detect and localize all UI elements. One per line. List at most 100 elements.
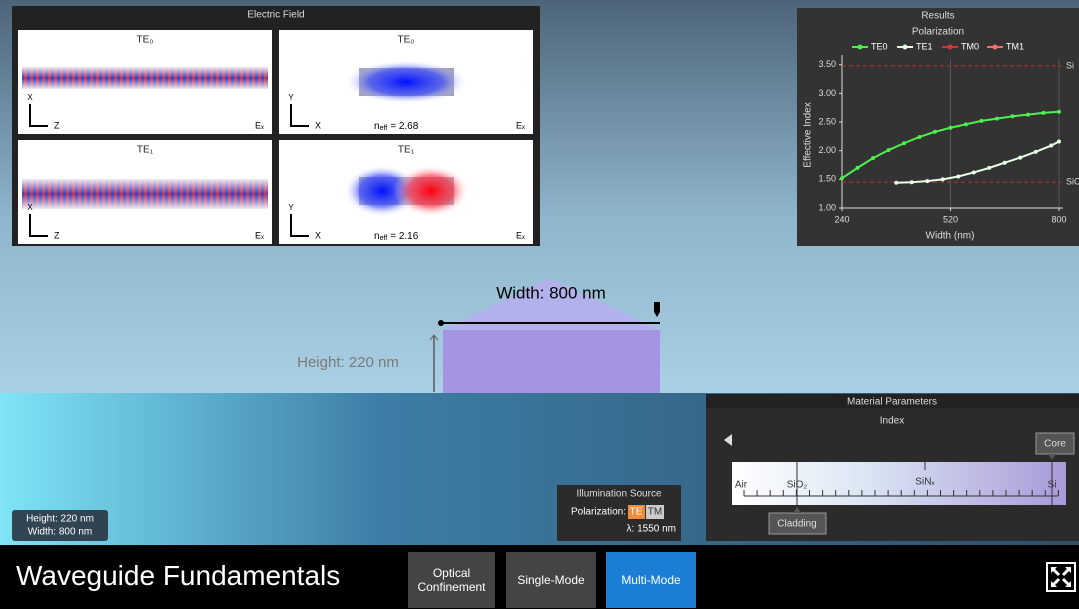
data-point xyxy=(995,116,999,121)
x-tick-label: 800 xyxy=(1051,214,1066,224)
nav-button[interactable]: Single-Mode xyxy=(506,552,596,608)
info-width: Width: 800 nm xyxy=(28,527,92,538)
data-point xyxy=(909,180,914,185)
mode-label: TE₁ xyxy=(398,145,415,156)
y-axis-label: Effective Index xyxy=(803,102,814,167)
axis-icon xyxy=(29,214,48,237)
neff-subscript: eff xyxy=(380,125,388,132)
data-point xyxy=(886,148,891,153)
field-fade xyxy=(22,67,268,89)
data-point xyxy=(979,118,984,123)
cladding-label[interactable]: Cladding xyxy=(777,519,816,530)
panel-title: Electric Field xyxy=(247,10,304,21)
data-point xyxy=(871,156,875,161)
legend-label[interactable]: TM1 xyxy=(1006,41,1024,51)
illumination-panel: Illumination Source Polarization: TE TM … xyxy=(557,485,681,541)
neff-label: neff = 2.68 xyxy=(374,121,419,132)
series-line xyxy=(896,140,1060,184)
light-cone xyxy=(443,278,660,330)
component-label: Eₓ xyxy=(516,120,525,130)
title-bar xyxy=(706,394,1079,408)
legend-dot xyxy=(857,44,863,50)
component-label: Eₓ xyxy=(255,120,264,130)
width-handle[interactable] xyxy=(654,302,660,317)
data-point xyxy=(1057,139,1061,144)
scale-label: SiO₂ xyxy=(787,480,808,491)
nav-button[interactable]: Optical Confinement xyxy=(408,552,495,608)
data-point xyxy=(1033,149,1038,154)
legend-label[interactable]: TE0 xyxy=(871,41,888,51)
data-point xyxy=(902,141,906,146)
panel-subtitle: Index xyxy=(880,416,904,427)
data-point xyxy=(1049,143,1054,148)
height-arrow-head xyxy=(429,334,439,341)
polarization-label: Polarization: xyxy=(571,507,626,518)
y-tick-label: 1.50 xyxy=(818,174,836,184)
y-tick-label: 1.00 xyxy=(818,202,836,212)
waveguide xyxy=(443,330,660,393)
axis-label: X xyxy=(27,93,33,102)
data-point xyxy=(1026,112,1030,117)
data-point xyxy=(1010,114,1015,119)
axis-icon xyxy=(29,104,48,127)
x-axis-label: Width (nm) xyxy=(926,231,975,242)
data-point xyxy=(1041,110,1046,115)
scroll-left[interactable] xyxy=(724,434,732,446)
neff-symbol: n xyxy=(374,121,380,132)
axis-label: Z xyxy=(54,230,60,240)
legend-dot xyxy=(992,44,998,50)
nav-button-active[interactable]: Multi-Mode xyxy=(606,552,696,608)
material-panel: Material Parameters Index Air SiO₂ SiNₓ … xyxy=(706,394,1079,541)
data-point xyxy=(948,125,953,130)
data-point xyxy=(1002,160,1007,165)
index-scale xyxy=(732,462,1066,505)
y-tick-label: 2.50 xyxy=(818,116,836,126)
x-tick-label: 520 xyxy=(943,214,958,224)
data-point xyxy=(956,174,961,179)
data-point xyxy=(917,134,922,139)
scale-label: Air xyxy=(735,480,748,491)
y-tick-label: 3.00 xyxy=(818,88,836,98)
x-tick-label: 240 xyxy=(834,214,849,224)
reference-label: Si xyxy=(1066,60,1074,70)
te-button[interactable]: TE xyxy=(630,507,643,518)
component-label: Eₓ xyxy=(255,230,264,240)
component-label: Eₓ xyxy=(516,230,525,240)
neff-value: = 2.16 xyxy=(390,231,419,242)
field-lobe xyxy=(344,60,468,104)
data-point xyxy=(1057,109,1061,114)
info-box: Height: 220 nm Width: 800 nm xyxy=(12,510,108,541)
fullscreen-icon[interactable] xyxy=(1046,562,1076,592)
legend-label[interactable]: TM0 xyxy=(961,41,979,51)
panel-title: Illumination Source xyxy=(576,489,661,500)
panel-title: Material Parameters xyxy=(847,397,937,408)
legend-label[interactable]: TE1 xyxy=(916,41,933,51)
scale-label: SiNₓ xyxy=(915,477,935,488)
width-handle[interactable] xyxy=(438,320,444,326)
height-label: Height: 220 nm xyxy=(297,354,399,371)
mode-label: TE₀ xyxy=(137,35,154,46)
core-label[interactable]: Core xyxy=(1044,439,1066,450)
wavelength: λ: 1550 nm xyxy=(627,524,676,535)
neff-subscript: eff xyxy=(380,235,388,242)
results-panel: Results Polarization Width (nm) Effectiv… xyxy=(797,8,1079,246)
te-button-bg[interactable] xyxy=(628,505,645,519)
data-point xyxy=(925,179,930,184)
app-title: Waveguide Fundamentals xyxy=(16,560,341,591)
legend-dot xyxy=(902,44,908,50)
panel-title: Results xyxy=(921,11,954,22)
reference-label: SiO xyxy=(1066,177,1079,187)
chart-subtitle: Polarization xyxy=(912,27,964,38)
axis-icon xyxy=(290,104,309,127)
axis-icon xyxy=(290,214,309,237)
info-bg xyxy=(12,510,108,541)
axis-label: Z xyxy=(54,120,60,130)
tm-button-bg[interactable] xyxy=(646,505,664,519)
tm-button[interactable]: TM xyxy=(648,507,662,518)
scene: Width: 800 nm Height: 220 nm Electric Fi… xyxy=(0,0,1079,545)
mode-label: TE₁ xyxy=(137,145,154,156)
info-height: Height: 220 nm xyxy=(26,514,94,525)
scale-label: Si xyxy=(1048,480,1057,491)
